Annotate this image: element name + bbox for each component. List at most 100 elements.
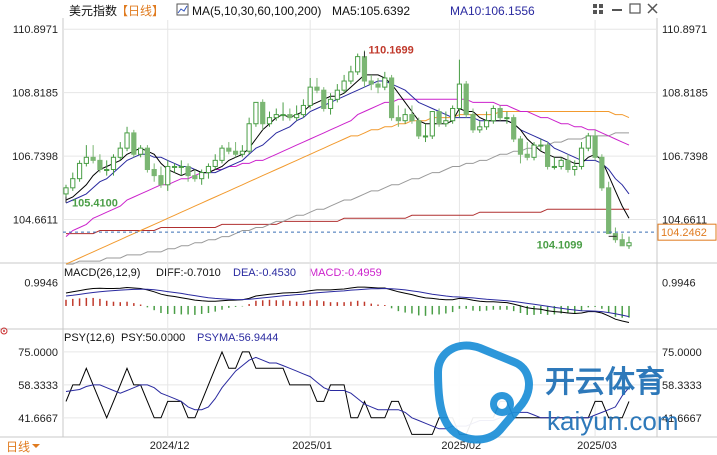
candle-body [205, 165, 212, 174]
footer-period-tab[interactable]: 日线 [6, 440, 30, 454]
annotation-low-label: 105.4100 [72, 198, 118, 210]
candle-body [287, 114, 293, 119]
candle-body [232, 150, 239, 155]
macd-panel [65, 286, 630, 323]
ma10-value-label: MA10:106.1556 [450, 4, 535, 18]
candle-body [402, 114, 408, 122]
candle-body [585, 135, 591, 149]
watermark-domain-text: kaiyun.com [547, 406, 679, 436]
candle-body [63, 187, 69, 195]
candle-body [192, 175, 198, 180]
candle-body [544, 144, 551, 167]
close-icon[interactable] [647, 3, 658, 14]
candle-body [429, 111, 435, 137]
chevron-down-icon[interactable] [32, 444, 40, 448]
window-icon[interactable] [629, 3, 641, 14]
candle-body [490, 107, 496, 122]
candle-body [504, 117, 510, 120]
candle-body [327, 98, 334, 109]
x-tick-label: 2024/12 [150, 440, 190, 452]
candle-body [619, 239, 625, 247]
minus-icon[interactable] [612, 9, 622, 11]
candle-body [138, 147, 144, 155]
ma-line-ma10 [65, 80, 630, 204]
panel-frames [0, 18, 717, 438]
candle-body [361, 56, 368, 82]
candle-body [531, 144, 537, 158]
psy-y-tick-right: 41.6667 [662, 413, 702, 425]
brand-logo-icon [433, 341, 533, 444]
macd-line-diff [65, 286, 630, 323]
candle-body [524, 153, 530, 158]
psy-y-tick-left: 75.0000 [18, 347, 58, 359]
candle-body [165, 165, 171, 186]
y-tick-label-right: 104.6611 [662, 215, 707, 227]
candle-body [578, 147, 585, 167]
ma5-value-label: MA5:105.6392 [332, 4, 410, 18]
candle-body [97, 159, 103, 171]
candle-body [470, 114, 476, 131]
psy-y-tick-right: 75.0000 [662, 347, 702, 359]
period-selector[interactable]: 【日线】 [116, 4, 164, 18]
macd-dea-label: DEA:-0.4530 [233, 267, 296, 279]
annotation-low-label: 104.1099 [537, 239, 583, 251]
macd-y-tick-right: 0.9946 [662, 277, 696, 289]
candle-body [558, 159, 564, 167]
candle-body [314, 86, 320, 91]
psy-line-psy [65, 350, 630, 435]
candle-body [280, 114, 286, 117]
candle-body [70, 178, 76, 189]
y-tick-label-right: 106.7398 [662, 151, 708, 163]
candle-body [131, 132, 137, 155]
candle-body [226, 147, 232, 152]
candle-body [253, 101, 259, 125]
y-tick-label-right: 108.8185 [662, 88, 708, 100]
candle-body [178, 165, 184, 168]
candle-body [294, 114, 300, 119]
candle-body [416, 120, 422, 137]
x-tick-label: 2025/01 [292, 440, 332, 452]
candle-body [592, 135, 598, 158]
annotation-high-label: 110.1699 [368, 44, 413, 56]
candle-body [450, 107, 456, 122]
current-price-label: 104.2462 [661, 227, 707, 239]
candle-body [266, 117, 273, 125]
candle-body [517, 138, 524, 155]
candle-body [463, 83, 469, 116]
candle-body [443, 120, 449, 125]
candle-body [260, 101, 266, 125]
candle-body [307, 86, 313, 106]
candle-body [110, 156, 117, 171]
candle-body [76, 162, 83, 180]
candle-body [219, 147, 225, 161]
y-tick-label-left: 106.7398 [12, 151, 58, 163]
y-tick-label-right: 110.8971 [662, 24, 707, 36]
candle-body [565, 159, 571, 171]
y-tick-label-left: 104.6611 [13, 215, 58, 227]
toolbar: 美元指数 【日线】 MA(5,10,30,60,100,200) MA5:105… [69, 3, 658, 18]
macd-value-label: MACD:-0.4959 [309, 267, 382, 279]
candle-body [355, 56, 361, 73]
candle-body [388, 77, 395, 119]
ma-params-label: MA(5,10,30,60,100,200) [192, 4, 321, 18]
footer: 日线 [6, 440, 40, 454]
candle-body [477, 126, 483, 131]
psy-y-tick-left: 58.3333 [18, 380, 58, 392]
candle-body [124, 132, 130, 149]
watermark: 开云体育 kaiyun.com [433, 341, 679, 444]
ma-line-ma5 [65, 74, 630, 219]
candle-body [538, 144, 544, 147]
candle-body [212, 159, 218, 167]
candle-body [273, 114, 279, 119]
candle-body [239, 150, 245, 155]
candle-body [572, 165, 578, 171]
macd-header: MACD(26,12,9) DIFF:-0.7010 DEA:-0.4530 M… [64, 267, 382, 279]
grid-icon[interactable] [593, 4, 603, 14]
ma-settings-icon-glyph [177, 5, 188, 14]
candle-body [117, 147, 123, 158]
ma-line-ma60 [65, 111, 630, 265]
candle-body [171, 165, 178, 168]
macd-line-dea [65, 287, 630, 318]
